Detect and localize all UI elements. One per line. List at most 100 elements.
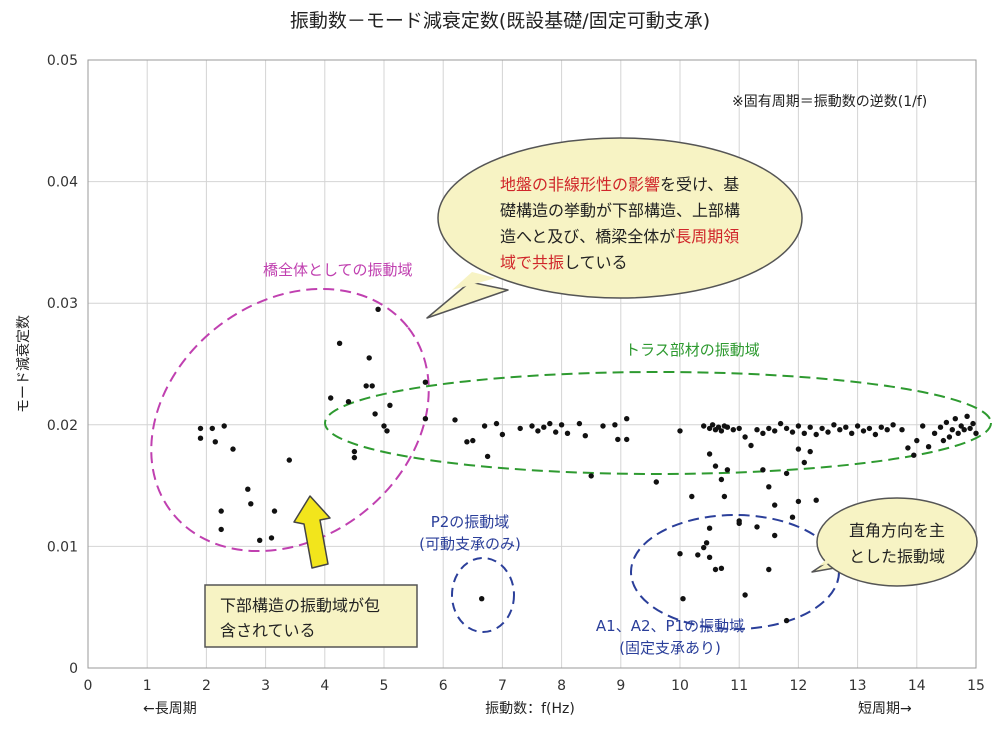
data-point: [748, 442, 754, 449]
data-point: [706, 451, 713, 457]
data-point: [970, 420, 976, 427]
data-point: [212, 439, 218, 445]
data-point: [736, 520, 742, 526]
data-point: [973, 430, 979, 436]
data-point: [854, 423, 861, 429]
data-point: [689, 493, 695, 500]
data-point: [230, 446, 236, 452]
x-tick-label: 1: [143, 678, 152, 694]
data-point: [937, 424, 944, 430]
data-point: [940, 437, 947, 444]
data-point: [197, 425, 204, 432]
truss-region: [324, 371, 992, 475]
data-point: [470, 437, 476, 444]
data-point: [706, 554, 713, 560]
data-point: [783, 470, 790, 477]
data-point: [715, 424, 722, 430]
x-tick-label: 8: [557, 678, 566, 694]
data-point: [479, 596, 485, 602]
data-point: [783, 425, 790, 432]
data-point: [955, 430, 961, 436]
data-point: [517, 425, 523, 432]
box-line-1: 下部構造の振動域が包: [220, 596, 380, 615]
data-point: [721, 493, 728, 500]
data-point: [582, 433, 588, 439]
x-tick-label: 12: [789, 678, 807, 694]
main-callout-segment: 域で共振: [500, 253, 564, 272]
main-callout-bubble: 地盤の非線形性の影響を受け、基礎構造の挙動が下部構造、上部構造へと及び、橋梁全体…: [426, 137, 803, 319]
data-point: [754, 524, 760, 530]
data-point: [807, 448, 813, 455]
period-note: ※固有周期＝振動数の逆数(1/f): [732, 94, 927, 110]
data-point: [813, 497, 819, 503]
data-point: [653, 479, 659, 485]
data-point: [801, 459, 807, 466]
data-point: [701, 423, 707, 429]
data-point: [905, 445, 911, 451]
data-point: [911, 452, 917, 458]
data-point: [221, 423, 227, 429]
data-point: [760, 467, 766, 473]
data-point: [363, 383, 369, 389]
data-point: [695, 552, 701, 558]
whole-bridge-region: [150, 287, 430, 553]
data-point: [706, 525, 713, 531]
main-callout-text: 地盤の非線形性の影響を受け、基礎構造の挙動が下部構造、上部構造へと及び、橋梁全体…: [500, 175, 740, 272]
data-point: [766, 566, 772, 573]
data-point: [558, 422, 565, 428]
right-callout-line-1: 直角方向を主: [849, 521, 945, 540]
data-point: [724, 467, 731, 473]
y-tick-label: 0: [69, 661, 78, 677]
main-callout-segment: 造へと及び、橋梁全体が: [500, 227, 675, 246]
data-point: [706, 425, 713, 432]
data-point: [952, 416, 958, 422]
data-point: [718, 428, 725, 434]
data-point: [218, 508, 224, 514]
yellow-arrow-icon: [293, 495, 331, 569]
data-point: [807, 424, 813, 430]
main-callout-segment: している: [564, 253, 628, 272]
data-point: [624, 436, 630, 443]
data-point: [754, 427, 760, 433]
data-point: [576, 420, 583, 427]
right-callout-bubble: 直角方向を主 とした振動域: [811, 497, 978, 587]
data-point: [742, 592, 748, 598]
y-tick-label: 0.04: [47, 175, 78, 191]
data-point: [742, 434, 748, 440]
truss-label: トラス部材の振動域: [625, 341, 760, 359]
data-point: [712, 463, 719, 469]
data-point: [772, 532, 778, 539]
data-point: [286, 457, 292, 463]
x-tick-label: 5: [380, 678, 389, 694]
data-point: [825, 429, 831, 435]
data-point: [777, 420, 784, 427]
data-point: [248, 501, 254, 507]
x-left-note: ←長周期: [143, 701, 197, 717]
x-tick-label: 14: [908, 678, 926, 694]
p2-region: [451, 557, 515, 633]
y-tick-label: 0.03: [47, 296, 78, 312]
data-point: [680, 596, 686, 602]
substructure-note-box: 下部構造の振動域が包 含されている: [204, 584, 418, 648]
data-point: [677, 551, 683, 557]
data-point: [766, 484, 772, 490]
data-point: [843, 424, 849, 430]
data-point: [795, 498, 802, 505]
right-callout-line-2: とした振動域: [849, 547, 945, 566]
data-point: [772, 502, 778, 508]
data-point: [499, 431, 506, 438]
data-point: [931, 430, 938, 436]
data-point: [612, 422, 618, 428]
data-point: [766, 425, 772, 432]
data-point: [831, 422, 837, 428]
data-point: [925, 444, 932, 450]
data-point: [949, 427, 955, 433]
data-points: [197, 306, 979, 624]
y-axis-label: モード減衰定数: [15, 315, 32, 413]
whole-bridge-label: 橋全体としての振動域: [263, 261, 413, 279]
data-point: [884, 427, 890, 433]
main-callout-segment: を受け、基: [660, 175, 739, 194]
data-point: [257, 537, 263, 543]
y-tick-labels: 0 0.01 0.02 0.03 0.04 0.05: [47, 53, 78, 677]
